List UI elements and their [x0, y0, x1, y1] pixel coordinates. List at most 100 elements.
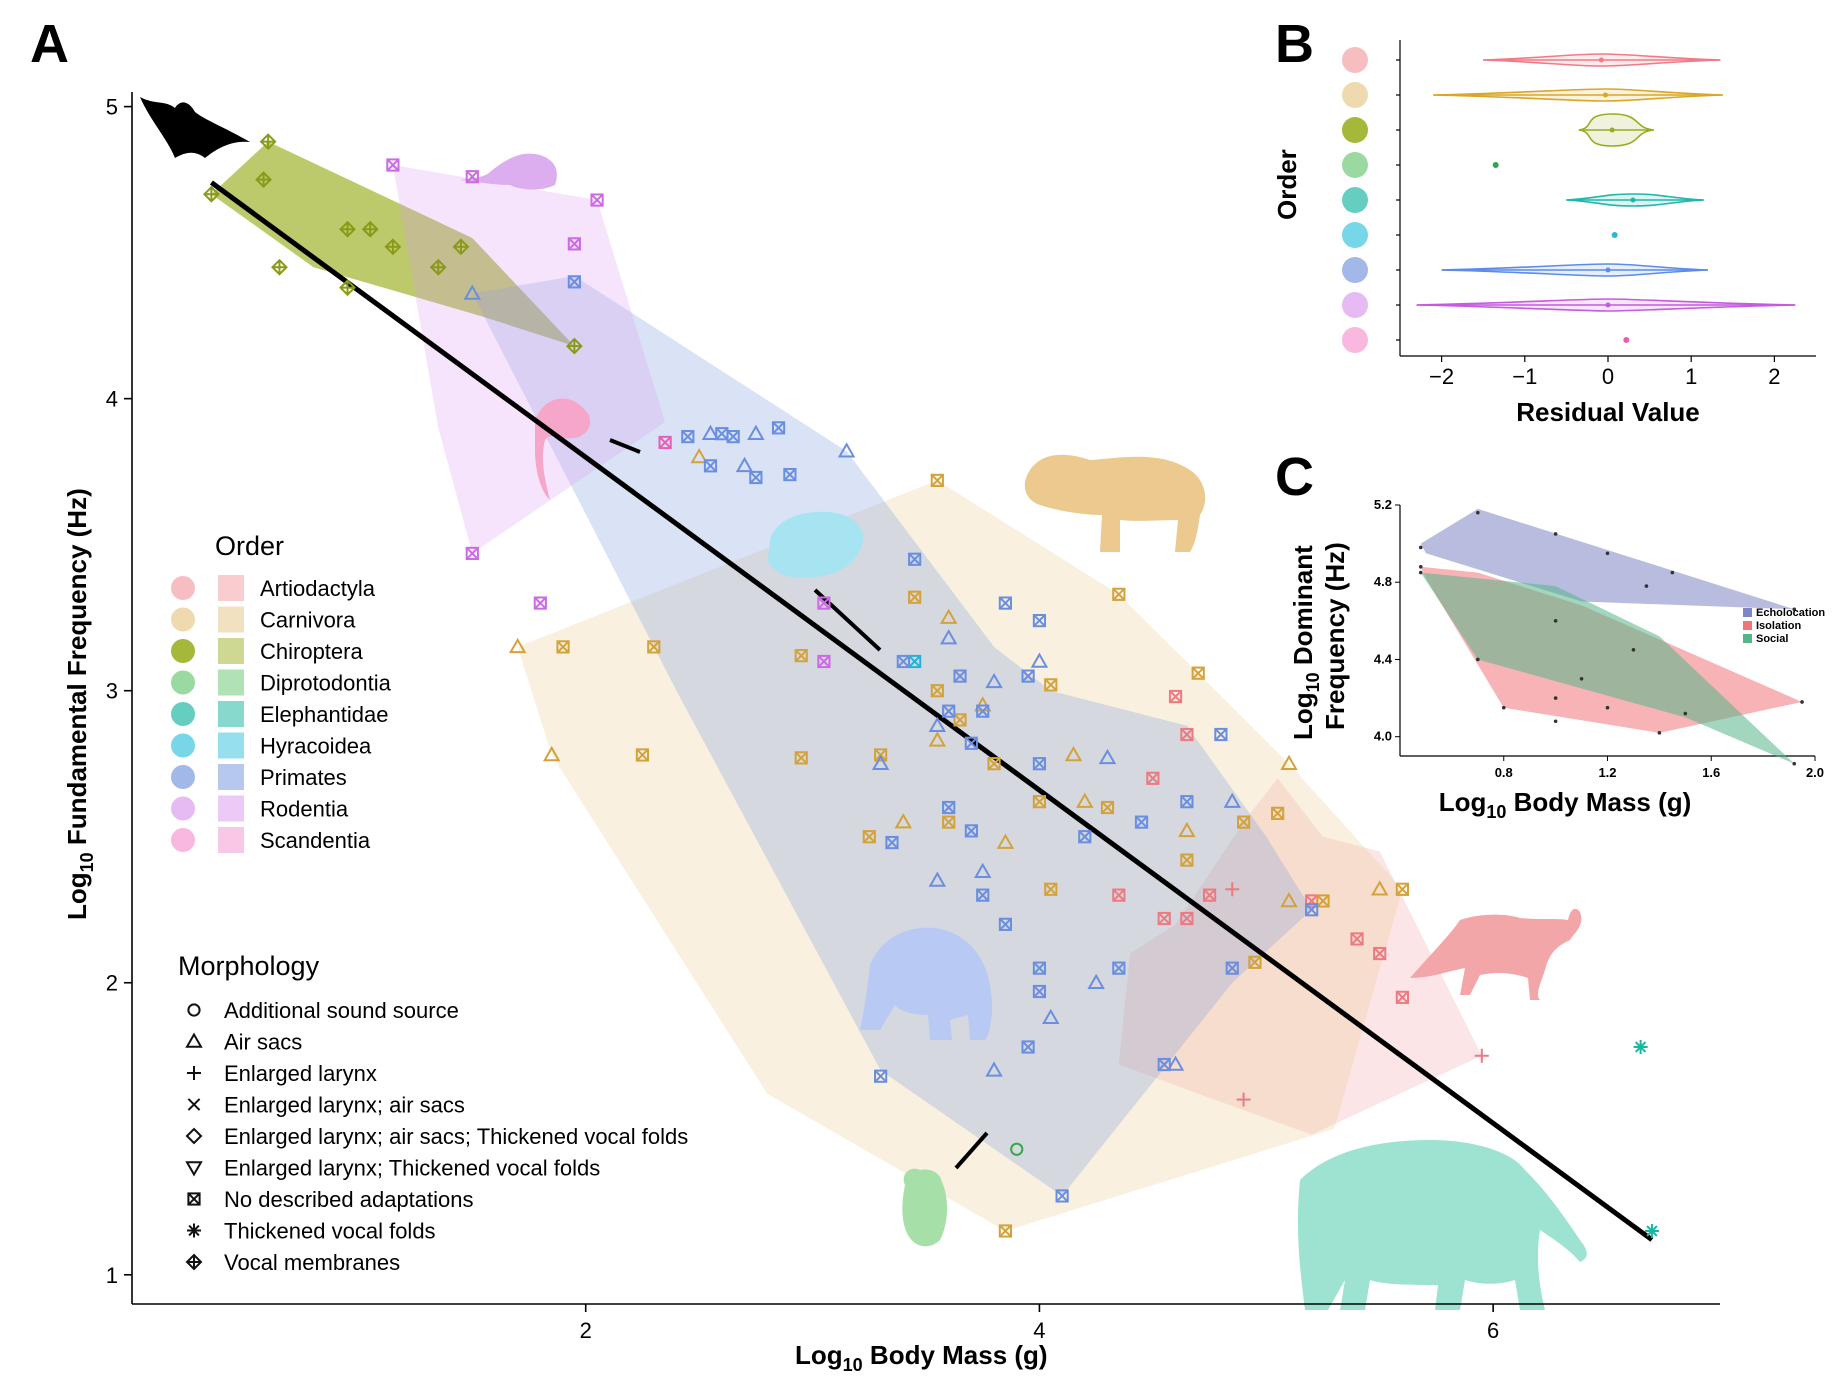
- point-chiroptera: [361, 220, 379, 238]
- c-point-echolocation: [1792, 607, 1797, 612]
- c-x-tick-label: 1.6: [1702, 765, 1720, 780]
- c-hull-social: [1420, 572, 1795, 764]
- point-carnivora: [1271, 806, 1285, 820]
- point-carnivora: [942, 815, 956, 829]
- a-ticks: 2 4 6 1 2 3 4 5: [106, 95, 1500, 1343]
- c-hull-echolocation: [1420, 508, 1795, 610]
- point-carnivora: [998, 1224, 1012, 1238]
- point-primates: [749, 470, 763, 485]
- c-point-echolocation: [1418, 545, 1423, 550]
- point-primates: [463, 284, 482, 300]
- c-point-isolation: [1800, 700, 1804, 704]
- tiger-icon: [1024, 454, 1206, 552]
- hyracoidea-icon: [1342, 222, 1368, 248]
- point-carnivora: [1180, 853, 1194, 867]
- point-elephantidae: [1633, 1039, 1648, 1054]
- morphology-legend-title: Morphology: [178, 951, 320, 981]
- point-primates: [939, 629, 958, 645]
- diamond-icon: [185, 1127, 203, 1145]
- point-carnivora: [996, 833, 1015, 849]
- point-chiroptera: [384, 238, 402, 256]
- point-carnivora: [635, 748, 650, 762]
- point-carnivora: [1064, 745, 1083, 762]
- point-primates: [1042, 1008, 1060, 1025]
- order-legend-title: Order: [215, 531, 284, 561]
- point-carnivora: [1395, 882, 1410, 896]
- point-carnivora: [930, 684, 944, 698]
- violin-diprotodontia: [1492, 162, 1499, 168]
- a-y-tick-label: 2: [106, 971, 118, 996]
- point-artiodactyla: [1168, 689, 1183, 704]
- a-x-tick-label: 4: [1033, 1318, 1045, 1343]
- point-primates: [1032, 614, 1047, 628]
- primates-icon: [1342, 257, 1368, 283]
- point-primates: [1078, 830, 1092, 844]
- c-legend-swatch-isolation: [1743, 621, 1752, 630]
- point-primates: [942, 704, 956, 718]
- b-x-tick-label: −2: [1429, 364, 1454, 389]
- point-primates: [726, 430, 740, 444]
- point-primates: [747, 424, 765, 440]
- morphology-label: No described adaptations: [224, 1187, 474, 1212]
- point-carnivora: [647, 640, 661, 654]
- point-primates: [735, 456, 754, 473]
- point-primates: [908, 552, 922, 566]
- elephant-icon: [1297, 1140, 1587, 1310]
- c-x-axis-title: Log10 Body Mass (g): [1439, 787, 1692, 822]
- boxed-x-icon: [187, 1192, 201, 1206]
- down-triangle-icon: [185, 1161, 203, 1177]
- c-y-tick-label: 5.2: [1374, 497, 1392, 512]
- point-primates: [871, 754, 890, 770]
- c-point-social: [1553, 696, 1558, 700]
- order-label-hyracoidea: Hyracoidea: [260, 734, 372, 759]
- c-x-tick-label: 1.2: [1598, 765, 1616, 780]
- c-legend-swatch-echolocation: [1743, 608, 1752, 617]
- c-legend-label-echolocation: Echolocation: [1756, 607, 1825, 619]
- c-point-social: [1476, 657, 1480, 662]
- b-ticks: −2 −1 0 1 2: [1429, 356, 1781, 389]
- point-primates: [928, 871, 947, 887]
- diprotodontia-icon: [1342, 152, 1368, 178]
- point-chiroptera: [565, 337, 583, 355]
- c-point-social: [1605, 705, 1610, 710]
- order-label-carnivora: Carnivora: [260, 608, 356, 633]
- point-primates: [701, 424, 720, 440]
- point-primates: [1112, 961, 1126, 975]
- point-primates: [703, 459, 718, 473]
- point-diprotodontia: [1010, 1142, 1024, 1156]
- point-primates: [1166, 1055, 1185, 1071]
- order-swatch-carnivora: [218, 606, 244, 633]
- chiroptera-icon: [171, 639, 195, 663]
- scandentia-icon: [1342, 327, 1368, 353]
- c-point-social: [1792, 761, 1797, 766]
- c-point-isolation: [1683, 711, 1688, 716]
- panel-a-letter: A: [30, 14, 69, 74]
- point-carnivora: [556, 640, 570, 654]
- point-primates: [1223, 792, 1241, 808]
- point-artiodactyla: [1157, 911, 1171, 926]
- deer-icon: [1410, 908, 1582, 1000]
- point-primates: [953, 669, 967, 683]
- order-swatch-diprotodontia: [218, 669, 244, 696]
- hyrax-icon: [768, 511, 864, 578]
- point-primates: [1032, 984, 1047, 999]
- diamond-plus-icon: [185, 1253, 203, 1271]
- point-carnivora: [939, 608, 958, 624]
- regression-line: [209, 180, 1654, 1242]
- cross-icon: [187, 1098, 201, 1111]
- point-artiodactyla: [1180, 911, 1194, 926]
- point-carnivora: [1237, 815, 1251, 829]
- point-primates: [1021, 669, 1035, 683]
- tree-shrew-icon: [535, 398, 591, 500]
- c-point-isolation: [1553, 719, 1558, 724]
- point-primates: [1305, 903, 1319, 917]
- point-primates: [998, 596, 1012, 610]
- c-hulls: [1420, 508, 1803, 764]
- hull-rodentia: [392, 165, 666, 554]
- artiodactyla-icon: [1342, 47, 1368, 73]
- elephantidae-icon: [171, 702, 195, 726]
- order-swatch-primates: [218, 764, 244, 790]
- point-primates: [885, 835, 899, 850]
- order-label-diprotodontia: Diprotodontia: [260, 671, 392, 696]
- point-carnivora: [542, 745, 561, 762]
